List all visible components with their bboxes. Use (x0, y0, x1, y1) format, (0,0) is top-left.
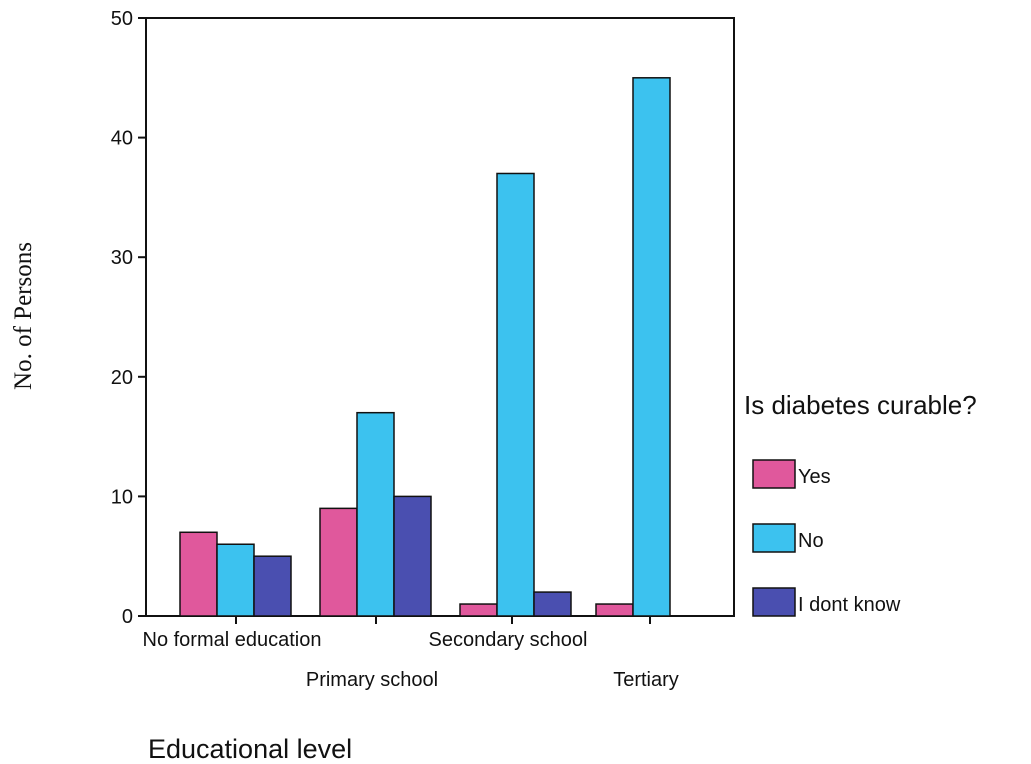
x-tick-label: No formal education (143, 629, 322, 651)
y-tick-label: 10 (111, 486, 133, 508)
bar-no (217, 544, 254, 616)
x-tick-label: Primary school (306, 669, 438, 691)
x-tick-label: Tertiary (613, 669, 679, 691)
legend: Is diabetes curable? Yes No I dont know (744, 390, 977, 616)
bar-yes (460, 604, 497, 616)
bar-no (357, 413, 394, 616)
bar-yes (320, 508, 357, 616)
x-axis-label: Educational level (148, 734, 352, 764)
y-tick-label: 40 (111, 128, 133, 150)
legend-label: Yes (798, 466, 831, 488)
y-axis-label: No. of Persons (10, 242, 37, 390)
legend-label: I dont know (798, 594, 901, 616)
bar-no (497, 173, 534, 616)
bar-yes (180, 532, 217, 616)
x-tick-label: Secondary school (429, 629, 588, 651)
bar-no (633, 78, 670, 616)
legend-swatch (753, 524, 795, 552)
legend-label: No (798, 530, 824, 552)
x-axis: No formal education Primary school Seconda… (143, 616, 679, 691)
y-tick-label: 30 (111, 247, 133, 269)
y-tick-label: 0 (122, 606, 133, 628)
bar-i-dont-know (254, 556, 291, 616)
bars (180, 78, 670, 616)
bar-i-dont-know (534, 592, 571, 616)
legend-title: Is diabetes curable? (744, 390, 977, 420)
y-tick-label: 20 (111, 367, 133, 389)
y-tick-label: 50 (111, 8, 133, 30)
y-axis: 0 10 20 30 40 50 (111, 8, 146, 628)
legend-swatch (753, 460, 795, 488)
bar-i-dont-know (394, 496, 431, 616)
bar-yes (596, 604, 633, 616)
legend-swatch (753, 588, 795, 616)
